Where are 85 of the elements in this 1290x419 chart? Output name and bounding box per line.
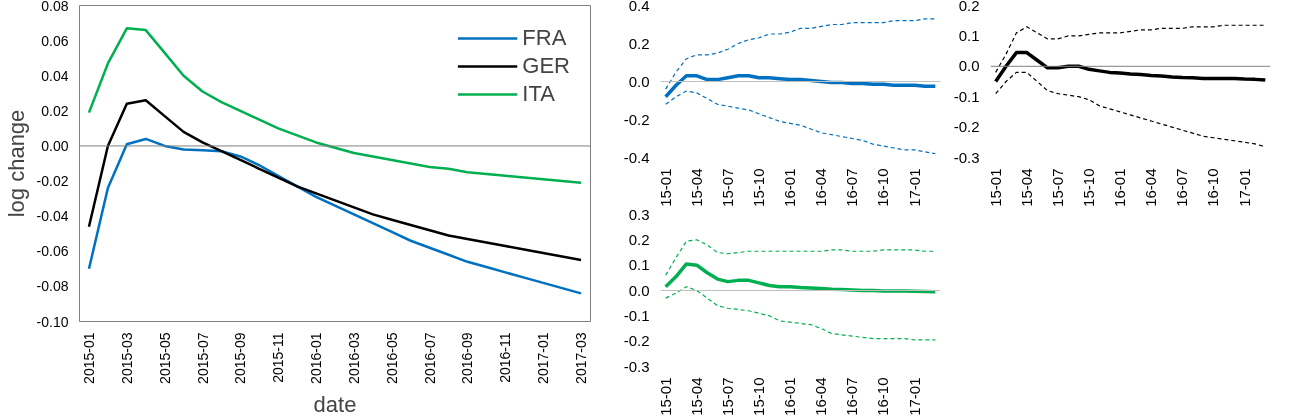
y-tick-label: -0.1 <box>953 87 980 105</box>
x-tick-label: 2016-05 <box>383 332 400 384</box>
y-tick-label: 0.0 <box>958 57 980 75</box>
x-tick-label: 16-10 <box>1204 168 1222 207</box>
x-tick-label: 16-04 <box>812 377 830 416</box>
line-series <box>995 24 1266 73</box>
x-tick-label: 2015-05 <box>156 332 173 384</box>
y-tick-label: 0.2 <box>628 230 650 248</box>
x-tick-label: 2016-07 <box>421 332 438 384</box>
x-tick-label: 15-10 <box>750 377 768 416</box>
x-tick-label: 15-07 <box>1048 168 1066 207</box>
y-tick-label: 0.3 <box>628 205 650 223</box>
y-tick-label: -0.2 <box>623 332 650 350</box>
y-tick-label: -0.2 <box>623 110 650 128</box>
x-tick-label: 15-07 <box>718 168 736 207</box>
line-series <box>993 50 1268 84</box>
line-series <box>665 286 936 341</box>
y-tick-label: 0.04 <box>41 67 69 84</box>
x-tick-label: 2017-03 <box>573 332 590 384</box>
y-tick-label: 0.0 <box>628 281 650 299</box>
legend-label: GER <box>522 53 570 79</box>
y-tick-label: 0.2 <box>628 34 650 52</box>
x-tick-label: 15-04 <box>687 377 705 416</box>
x-tick-label: 2016-01 <box>308 332 325 384</box>
x-tick-label: 15-10 <box>750 168 768 207</box>
x-tick-label: 16-10 <box>874 377 892 416</box>
y-tick-label: -0.04 <box>36 208 69 225</box>
x-tick-label: 2016-03 <box>345 332 362 384</box>
x-tick-label: 17-01 <box>905 168 923 207</box>
y-tick-label: 0.0 <box>628 72 650 90</box>
y-tick-label: 0.08 <box>41 0 69 14</box>
y-tick-label: -0.3 <box>953 148 980 166</box>
line-series <box>665 239 936 276</box>
line-series <box>665 18 936 90</box>
line-series <box>665 90 936 155</box>
x-tick-label: 2015-07 <box>194 332 211 384</box>
y-tick-label: 0.00 <box>41 137 69 154</box>
x-tick-label: 2017-01 <box>535 332 552 384</box>
x-tick-label: 2015-11 <box>270 332 287 383</box>
x-tick-label: 15-07 <box>718 377 736 416</box>
y-tick-label: 0.4 <box>628 0 650 14</box>
y-tick-label: -0.4 <box>623 148 650 166</box>
line-series <box>663 74 938 99</box>
y-tick-label: -0.10 <box>36 313 69 330</box>
x-tick-label: 2015-09 <box>232 332 249 384</box>
y-tick-label: 0.1 <box>958 26 980 44</box>
line-series <box>87 137 583 295</box>
y-tick-label: -0.3 <box>623 357 650 375</box>
x-tick-label: 16-04 <box>1142 168 1160 207</box>
legend-label: ITA <box>522 81 555 107</box>
line-series <box>995 71 1266 148</box>
y-tick-label: -0.06 <box>36 243 69 260</box>
x-tick-label: 17-01 <box>905 377 923 416</box>
x-tick-label: 16-10 <box>874 168 892 207</box>
x-tick-label: 2015-03 <box>118 332 135 384</box>
y-tick-label: 0.2 <box>958 0 980 14</box>
legend-label: FRA <box>522 25 567 51</box>
y-tick-label: -0.02 <box>36 173 69 190</box>
x-tick-label: 15-01 <box>656 168 674 207</box>
x-tick-label: 15-04 <box>687 168 705 207</box>
x-tick-label: 15-01 <box>656 377 674 416</box>
x-tick-label: 2016-11 <box>497 332 514 383</box>
line-series <box>87 27 583 185</box>
y-tick-label: -0.2 <box>953 118 980 136</box>
line-series <box>87 99 583 262</box>
x-tick-label: 2015-01 <box>80 332 97 384</box>
x-tick-label: 16-01 <box>1111 168 1129 207</box>
x-tick-label: 15-01 <box>986 168 1004 207</box>
y-tick-label: -0.08 <box>36 278 69 295</box>
y-axis-title: log change <box>3 109 29 218</box>
x-tick-label: 15-10 <box>1080 168 1098 207</box>
x-tick-label: 16-07 <box>843 377 861 416</box>
x-tick-label: 15-04 <box>1017 168 1035 207</box>
x-tick-label: 16-07 <box>1173 168 1191 207</box>
x-tick-label: 16-07 <box>843 168 861 207</box>
x-tick-label: 16-04 <box>812 168 830 207</box>
y-tick-label: 0.02 <box>41 102 69 119</box>
x-tick-label: 17-01 <box>1235 168 1253 207</box>
y-tick-label: -0.1 <box>623 306 650 324</box>
x-tick-label: 16-01 <box>781 168 799 207</box>
x-tick-label: 16-01 <box>781 377 799 416</box>
y-tick-label: 0.06 <box>41 32 69 49</box>
x-tick-label: 2016-09 <box>459 332 476 384</box>
x-axis-title: date <box>313 391 357 417</box>
y-tick-label: 0.1 <box>628 256 650 274</box>
